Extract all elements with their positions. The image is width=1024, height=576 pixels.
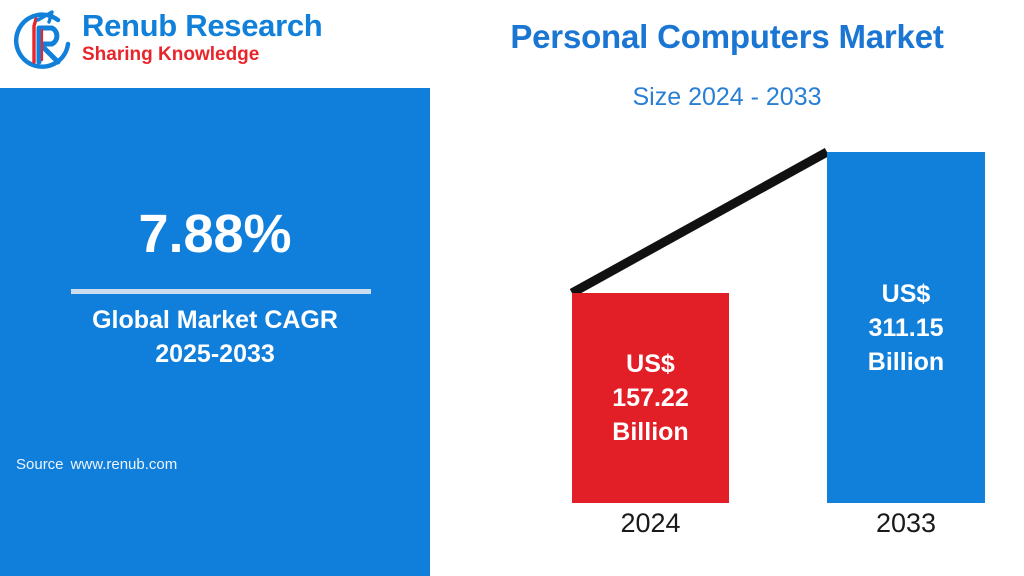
cagr-label-period: 2025-2033 (155, 340, 275, 368)
renub-r-swoosh-icon (12, 10, 78, 72)
cagr-label-primary: Global Market CAGR (92, 306, 338, 334)
brand-logo-text: Renub Research Sharing Knowledge (82, 8, 344, 67)
brand-logo[interactable]: Renub Research Sharing Knowledge (8, 4, 348, 78)
cagr-value: 7.88% (138, 204, 292, 264)
bar-chart: US$ 157.22 Billion US$ 311.15 Billion 20… (440, 120, 1024, 576)
bar-2024-value-currency: US$ (626, 350, 675, 378)
bar-2024-value-amount: 157.22 (612, 384, 689, 412)
source-label: Source (16, 456, 64, 473)
source-url: www.renub.com (70, 456, 178, 473)
bar-2024-value-unit: Billion (612, 418, 689, 446)
bar-2033-value-currency: US$ (881, 279, 931, 308)
bar-2033-value-amount: 311.15 (868, 313, 944, 342)
bar-2033[interactable]: US$ 311.15 Billion (827, 152, 985, 503)
axis-label-2024: 2024 (620, 508, 681, 538)
axis-label-2033: 2033 (875, 508, 937, 538)
cagr-divider (71, 289, 371, 294)
brand-name: Renub Research (82, 8, 323, 43)
brand-tagline: Sharing Knowledge (82, 44, 260, 65)
page-title: Personal Computers Market (510, 18, 944, 55)
cagr-panel: 7.88% Global Market CAGR 2025-2033 Sourc… (0, 88, 430, 576)
bar-2033-value-unit: Billion (867, 347, 945, 376)
bar-2024[interactable]: US$ 157.22 Billion (572, 293, 729, 503)
source-attribution: Source www.renub.com (16, 456, 177, 473)
page-subtitle: Size 2024 - 2033 (632, 83, 822, 111)
